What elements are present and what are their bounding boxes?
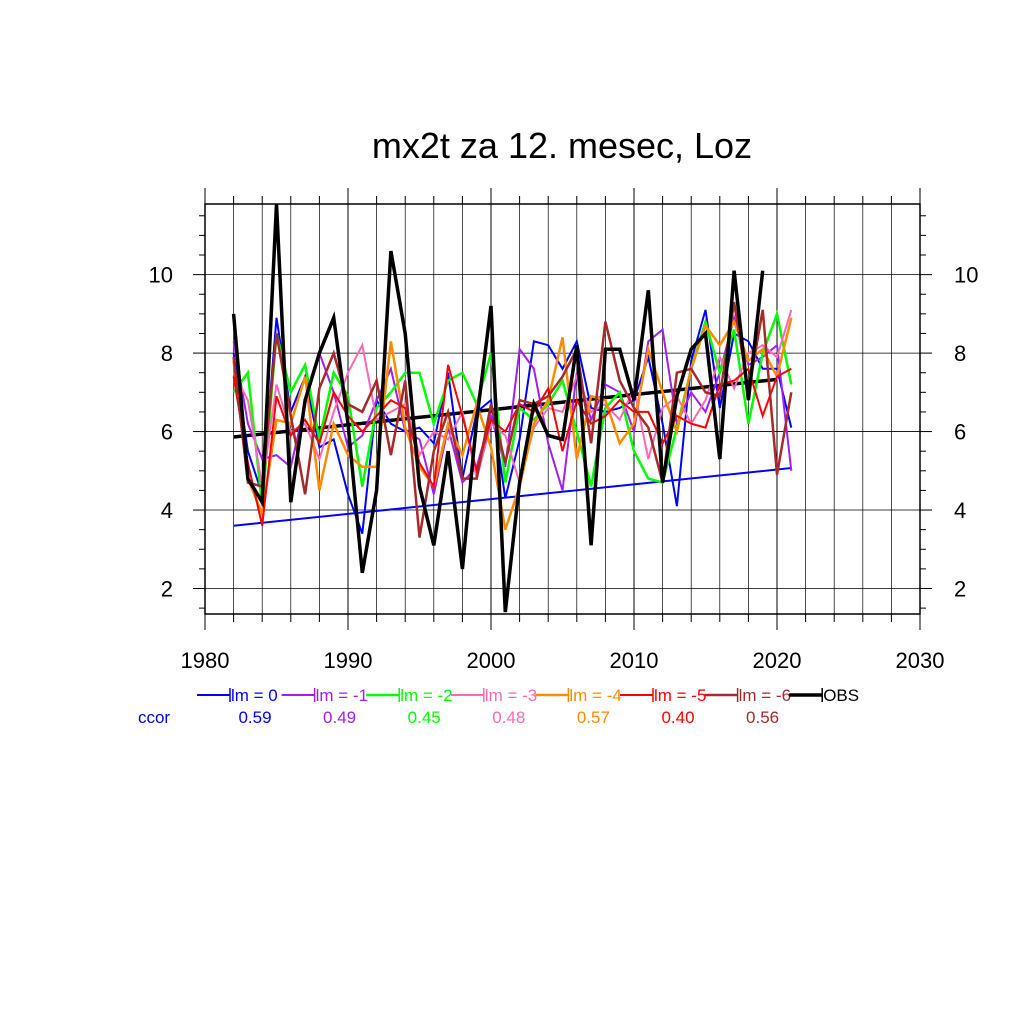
y-tick-label-left: 10 <box>149 263 173 288</box>
chart-title: mx2t za 12. mesec, Loz <box>372 125 752 166</box>
x-tick-label: 2010 <box>610 648 659 673</box>
x-tick-label: 2000 <box>467 648 516 673</box>
y-tick-label-left: 4 <box>161 498 173 523</box>
series-line <box>232 309 793 534</box>
series-line <box>232 301 793 538</box>
y-tick-label-left: 8 <box>161 341 173 366</box>
ccor-label: ccor <box>138 708 170 727</box>
x-tick-label: 1990 <box>324 648 373 673</box>
series-line <box>232 309 793 487</box>
ccor-value: 0.40 <box>661 708 694 727</box>
y-tick-label-right: 10 <box>954 263 978 288</box>
series-lines <box>231 203 793 613</box>
legend-label: lm = -5 <box>654 686 706 705</box>
legend-label: lm = -6 <box>739 686 791 705</box>
y-tick-label-right: 8 <box>954 341 966 366</box>
series-line <box>232 364 792 526</box>
series-line <box>232 317 793 530</box>
y-tick-label-right: 2 <box>954 576 966 601</box>
axis-ticks <box>193 188 932 630</box>
legend-label: lm = -2 <box>400 686 452 705</box>
ccor-value: 0.59 <box>238 708 271 727</box>
plot-frame <box>204 203 921 615</box>
tick-labels: 1980 1990 2000 2010 2020 2030 2 2 4 4 6 6 8 8 10 10 <box>149 263 979 673</box>
y-tick-label-right: 6 <box>954 420 966 445</box>
x-tick-label: 2030 <box>896 648 945 673</box>
legend-label: OBS <box>823 686 859 705</box>
ccor-value: 0.48 <box>492 708 525 727</box>
x-tick-label: 1980 <box>181 648 230 673</box>
legend-label: lm = -3 <box>485 686 537 705</box>
legend-label: lm = 0 <box>231 686 278 705</box>
ccor-value: 0.57 <box>577 708 610 727</box>
y-tick-label-right: 4 <box>954 498 966 523</box>
legend-label: lm = -1 <box>316 686 368 705</box>
y-tick-label-left: 2 <box>161 576 173 601</box>
legend: lm = 0 0.59 lm = -1 0.49 lm = -2 0.45 lm = -3 0… <box>197 686 859 727</box>
x-tick-label: 2020 <box>753 648 802 673</box>
ccor-value: 0.49 <box>323 708 356 727</box>
trend-line <box>233 467 792 527</box>
ccor-value: 0.56 <box>746 708 779 727</box>
ccor-value: 0.45 <box>408 708 441 727</box>
series-line <box>231 203 765 613</box>
legend-label: lm = -4 <box>569 686 621 705</box>
y-tick-label-left: 6 <box>161 420 173 445</box>
